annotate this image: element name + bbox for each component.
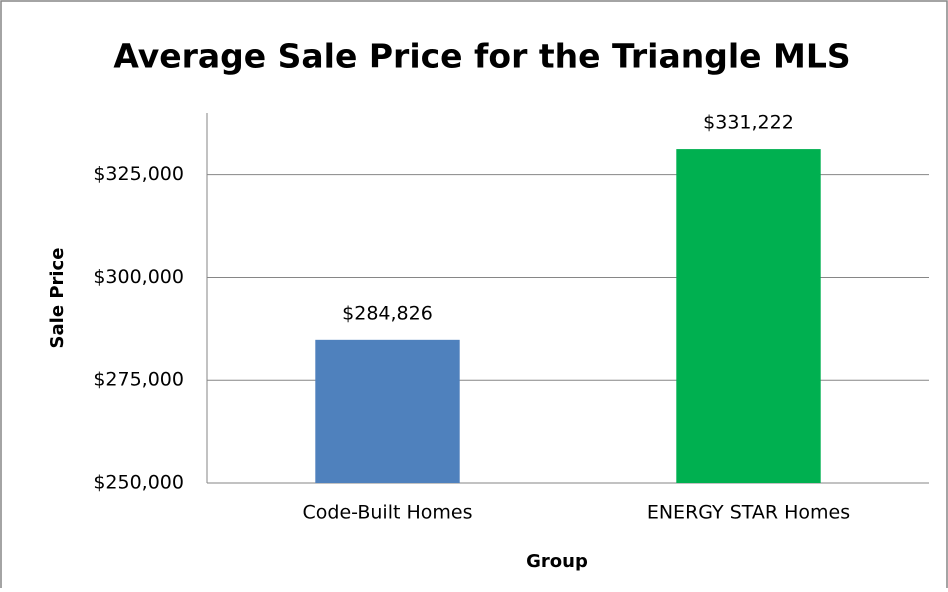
x-tick-label: Code-Built Homes bbox=[303, 502, 473, 524]
x-tick-label: ENERGY STAR Homes bbox=[647, 502, 850, 524]
y-tick-label: $275,000 bbox=[93, 369, 184, 391]
bar bbox=[315, 339, 460, 483]
data-label: $331,222 bbox=[703, 112, 794, 134]
y-axis-title: Sale Price bbox=[47, 248, 68, 349]
data-label: $284,826 bbox=[342, 302, 433, 324]
chart-title: Average Sale Price for the Triangle MLS bbox=[113, 37, 850, 76]
x-axis-title: Group bbox=[526, 551, 588, 572]
y-tick-label: $250,000 bbox=[93, 472, 184, 494]
y-tick-label: $325,000 bbox=[93, 163, 184, 185]
bar bbox=[676, 149, 821, 483]
y-tick-label: $300,000 bbox=[93, 266, 184, 288]
